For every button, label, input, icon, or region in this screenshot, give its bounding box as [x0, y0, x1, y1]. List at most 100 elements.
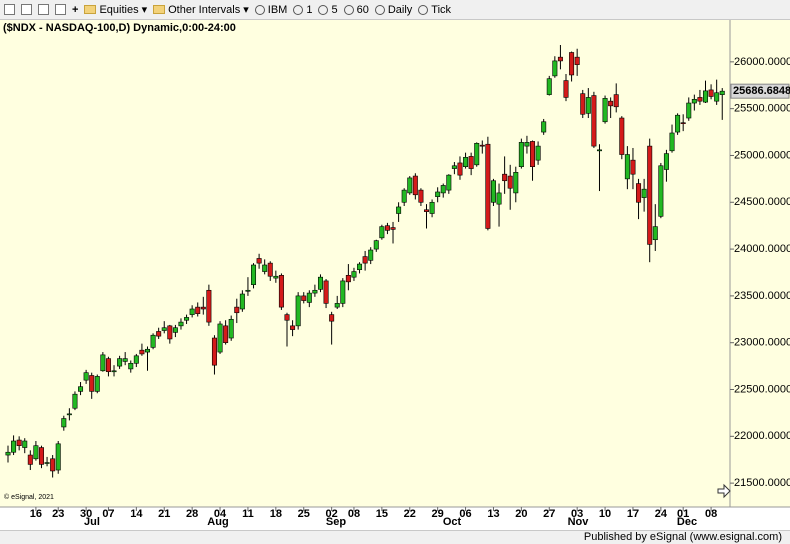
x-tick-label: 07: [102, 508, 114, 520]
candle-body: [407, 177, 413, 194]
candle-body: [184, 317, 190, 321]
candle-body: [122, 358, 128, 362]
x-tick-label: 30: [80, 508, 92, 520]
button-label: Tick: [431, 3, 452, 16]
y-tick-label: 25500.0000: [734, 103, 790, 115]
candle-body: [624, 154, 630, 180]
candle-body: [490, 180, 496, 203]
x-tick-label: 08: [348, 508, 360, 520]
button[interactable]: 60: [343, 3, 369, 16]
candle-body: [329, 314, 335, 322]
candle-body: [306, 292, 312, 303]
candle-body: [5, 451, 11, 456]
candle-body: [100, 354, 106, 372]
candle-body: [390, 227, 396, 230]
candle-body: [66, 413, 72, 416]
candle-body: [290, 325, 296, 330]
icon[interactable]: [38, 4, 49, 15]
x-tick-label: 02: [326, 508, 338, 520]
candle-body: [518, 142, 524, 167]
x-tick-label: 20: [515, 508, 527, 520]
icon[interactable]: [4, 4, 15, 15]
candle-body: [83, 372, 89, 381]
scroll-icon[interactable]: [717, 483, 731, 499]
button[interactable]: 5: [318, 4, 338, 16]
candle-body: [502, 173, 508, 182]
candle-body: [50, 458, 56, 472]
candle-body: [641, 188, 647, 198]
candle-body: [647, 145, 653, 245]
x-tick-label: 16: [30, 508, 42, 520]
candle-body: [574, 56, 580, 65]
icon[interactable]: [21, 4, 32, 15]
candle-body: [708, 89, 714, 97]
month-label: Dec: [677, 516, 697, 528]
candle-body: [546, 78, 552, 95]
candle-body: [189, 308, 195, 315]
candle-body: [117, 358, 123, 367]
month-label: Sep: [326, 516, 346, 528]
candle-body: [440, 185, 446, 194]
candle-body: [172, 327, 178, 333]
x-tick-label: 15: [376, 508, 388, 520]
x-tick-label: 21: [158, 508, 170, 520]
candle-body: [585, 97, 591, 114]
x-tick-label: 24: [655, 508, 668, 520]
x-tick-label: 06: [459, 508, 471, 520]
month-label: Oct: [443, 516, 462, 528]
candle-body: [608, 100, 614, 107]
candle-body: [105, 358, 111, 373]
icon[interactable]: [55, 4, 66, 15]
button-label: 60: [356, 3, 369, 16]
x-tick-label: 10: [599, 508, 611, 520]
candle-body: [418, 189, 424, 203]
x-tick-label: 14: [130, 508, 143, 520]
candle-body: [38, 447, 44, 465]
button[interactable]: Daily: [374, 4, 412, 16]
candle-body: [496, 192, 502, 205]
menu[interactable]: Other Intervals ▾: [153, 3, 249, 16]
candle-body: [317, 276, 323, 290]
menu[interactable]: Equities ▾: [84, 3, 147, 16]
x-tick-label: 11: [242, 508, 254, 520]
candle-body: [206, 289, 212, 323]
button[interactable]: 1: [293, 4, 312, 16]
candle-body: [686, 102, 692, 119]
candle-body: [474, 142, 480, 166]
candle-body: [401, 189, 407, 203]
candle-body: [669, 132, 675, 152]
add-icon[interactable]: +: [72, 3, 79, 16]
candle-body: [463, 157, 469, 167]
plot-background: [0, 20, 790, 507]
candle-body: [719, 90, 725, 95]
candle-body: [412, 175, 418, 196]
button[interactable]: Tick: [418, 4, 451, 16]
y-tick-label: 24500.0000: [734, 196, 790, 208]
candle-body: [295, 295, 301, 327]
candle-body: [273, 275, 279, 279]
candle-body: [451, 165, 457, 169]
candle-body: [552, 60, 558, 77]
candle-body: [569, 52, 575, 76]
candle-body: [663, 153, 669, 170]
x-tick-label: 17: [627, 508, 639, 520]
candle-body: [541, 121, 547, 133]
candle-body: [368, 249, 374, 261]
status-text: Published by eSignal (www.esignal.com): [583, 531, 782, 543]
button[interactable]: IBM: [254, 4, 287, 16]
candle-body: [251, 264, 257, 285]
chart: ($NDX - NASDAQ-100,D) Dynamic,0:00-24:00…: [0, 20, 790, 530]
candle-body: [16, 439, 22, 446]
y-tick-label: 24000.0000: [734, 243, 790, 255]
candle-body: [284, 314, 290, 321]
candle-body: [613, 94, 619, 108]
candle-body: [429, 201, 435, 214]
candle-body: [513, 172, 519, 194]
candle-body: [675, 114, 681, 133]
candle-body: [557, 56, 563, 62]
month-label: Aug: [207, 516, 228, 528]
candle-body: [602, 98, 608, 123]
candle-body: [435, 191, 441, 197]
month-label: Nov: [568, 516, 590, 528]
